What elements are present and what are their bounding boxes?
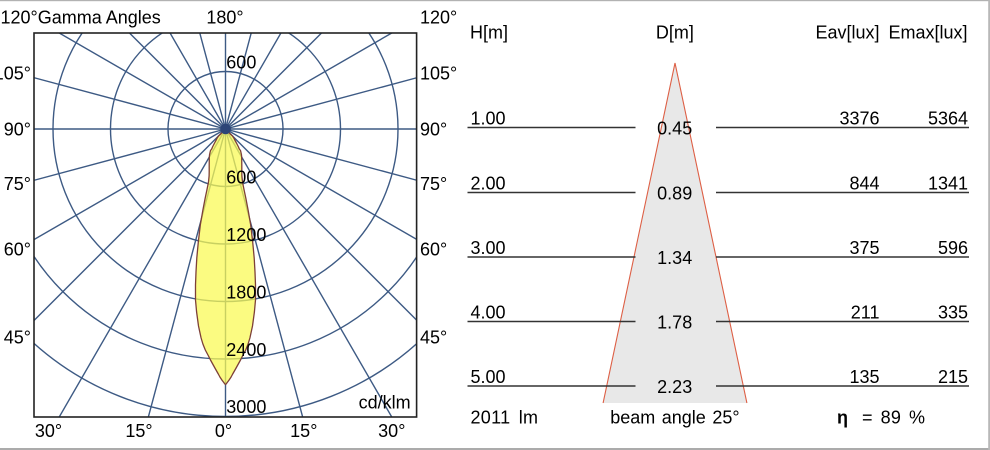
- svg-text:2.23: 2.23: [657, 377, 692, 397]
- svg-text:75°: 75°: [4, 174, 31, 194]
- svg-text:375: 375: [849, 238, 879, 258]
- svg-text:30°: 30°: [378, 421, 405, 441]
- svg-text:135: 135: [849, 367, 879, 387]
- svg-text:215: 215: [938, 367, 968, 387]
- svg-text:5.00: 5.00: [471, 367, 506, 387]
- svg-text:1.00: 1.00: [471, 109, 506, 129]
- svg-text:cd/klm: cd/klm: [359, 392, 411, 412]
- svg-text:45°: 45°: [4, 328, 31, 348]
- svg-text:2400: 2400: [226, 340, 266, 360]
- svg-text:0.45: 0.45: [657, 119, 692, 139]
- svg-text:180°: 180°: [206, 8, 243, 28]
- svg-text:5364: 5364: [928, 109, 968, 129]
- svg-text:1200: 1200: [226, 225, 266, 245]
- svg-text:600: 600: [226, 167, 256, 187]
- svg-text:D[m]: D[m]: [656, 23, 694, 43]
- svg-text:1.78: 1.78: [657, 313, 692, 333]
- svg-text:beam angle 25°: beam angle 25°: [610, 408, 739, 428]
- svg-text:60°: 60°: [4, 240, 31, 260]
- svg-text:45°: 45°: [420, 328, 447, 348]
- svg-text:3376: 3376: [839, 109, 879, 129]
- svg-text:Emax[lux]: Emax[lux]: [888, 23, 967, 43]
- svg-text:H[m]: H[m]: [470, 23, 508, 43]
- svg-text:120°: 120°: [420, 8, 457, 28]
- svg-text:211: 211: [851, 303, 880, 323]
- svg-text:3.00: 3.00: [471, 238, 506, 258]
- svg-text:600: 600: [226, 52, 256, 72]
- svg-text:105°: 105°: [420, 63, 457, 83]
- svg-text:90°: 90°: [4, 120, 31, 140]
- svg-text:0.89: 0.89: [657, 184, 692, 204]
- svg-text:η: η: [837, 408, 848, 428]
- svg-text:0°: 0°: [215, 421, 232, 441]
- svg-text:60°: 60°: [420, 240, 447, 260]
- svg-text:2.00: 2.00: [471, 174, 506, 194]
- svg-text:30°: 30°: [35, 421, 62, 441]
- svg-text:Eav[lux]: Eav[lux]: [815, 23, 879, 43]
- svg-text:335: 335: [938, 303, 968, 323]
- svg-text:3000: 3000: [226, 397, 266, 417]
- svg-text:105°: 105°: [0, 63, 31, 83]
- svg-text:4.00: 4.00: [471, 303, 506, 323]
- svg-text:15°: 15°: [290, 421, 317, 441]
- svg-text:120°Gamma Angles: 120°Gamma Angles: [1, 8, 161, 28]
- svg-text:= 89 %: = 89 %: [862, 408, 925, 428]
- svg-text:844: 844: [849, 174, 879, 194]
- svg-text:90°: 90°: [420, 120, 447, 140]
- svg-text:1341: 1341: [928, 174, 968, 194]
- svg-text:75°: 75°: [420, 174, 447, 194]
- svg-text:2011 lm: 2011 lm: [471, 408, 539, 428]
- svg-text:1800: 1800: [226, 282, 266, 302]
- svg-text:596: 596: [938, 238, 968, 258]
- svg-text:1.34: 1.34: [657, 248, 692, 268]
- svg-text:15°: 15°: [125, 421, 152, 441]
